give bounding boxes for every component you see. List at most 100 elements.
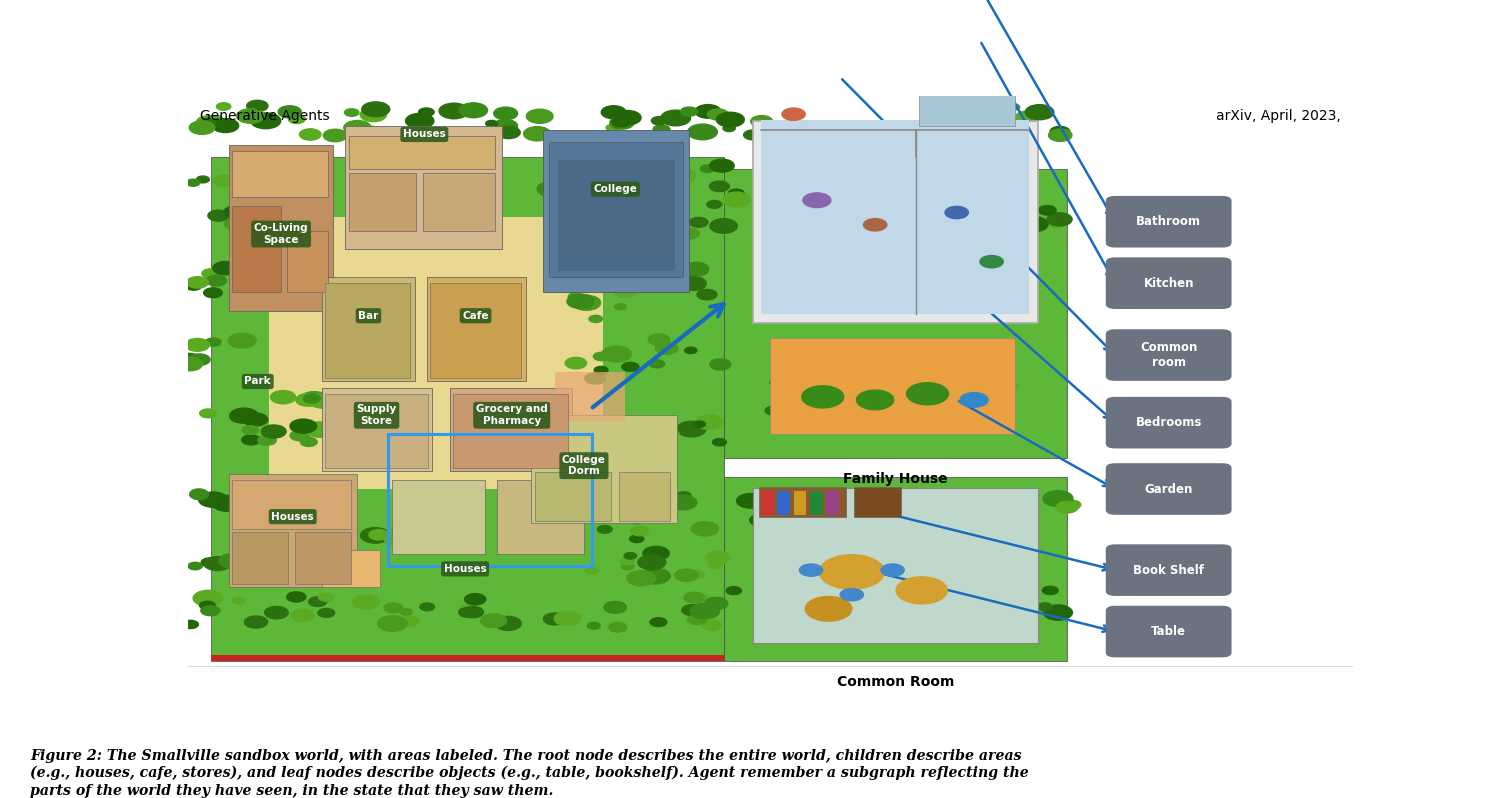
Circle shape: [684, 264, 708, 277]
FancyBboxPatch shape: [761, 491, 774, 516]
Circle shape: [800, 564, 822, 576]
Circle shape: [516, 514, 534, 523]
Circle shape: [666, 267, 682, 276]
Circle shape: [782, 108, 806, 120]
Circle shape: [185, 338, 209, 351]
Circle shape: [204, 556, 230, 571]
Circle shape: [461, 606, 484, 618]
Circle shape: [507, 523, 537, 539]
Text: Houses: Houses: [443, 564, 487, 574]
FancyBboxPatch shape: [325, 393, 428, 468]
Circle shape: [846, 377, 873, 391]
Circle shape: [648, 480, 673, 494]
Circle shape: [758, 193, 776, 203]
FancyBboxPatch shape: [322, 388, 433, 471]
Circle shape: [824, 69, 857, 86]
FancyBboxPatch shape: [349, 172, 416, 231]
Circle shape: [803, 193, 831, 207]
Circle shape: [655, 342, 678, 354]
Circle shape: [1048, 213, 1072, 226]
Text: Figure 2: The Smallville sandbox world, with areas labeled. The root node descri: Figure 2: The Smallville sandbox world, …: [30, 749, 1022, 763]
Circle shape: [691, 522, 718, 536]
Circle shape: [555, 527, 571, 535]
Circle shape: [188, 354, 210, 365]
Circle shape: [756, 607, 774, 617]
Circle shape: [771, 50, 804, 68]
Circle shape: [664, 206, 684, 216]
Circle shape: [840, 589, 863, 601]
Circle shape: [544, 613, 565, 625]
Circle shape: [394, 514, 407, 521]
Circle shape: [613, 286, 636, 298]
Circle shape: [213, 176, 234, 187]
FancyBboxPatch shape: [349, 136, 496, 169]
Circle shape: [720, 30, 735, 38]
Circle shape: [705, 551, 730, 564]
FancyBboxPatch shape: [761, 120, 1030, 314]
Circle shape: [344, 120, 371, 135]
Circle shape: [485, 120, 497, 127]
Circle shape: [189, 489, 207, 498]
Text: Houses: Houses: [272, 512, 314, 522]
Circle shape: [249, 200, 262, 207]
Circle shape: [206, 338, 221, 346]
Circle shape: [246, 101, 268, 112]
FancyBboxPatch shape: [543, 129, 688, 292]
Circle shape: [770, 377, 791, 388]
Circle shape: [621, 563, 634, 570]
Circle shape: [649, 360, 664, 368]
Text: Family House: Family House: [843, 472, 948, 486]
Circle shape: [819, 555, 884, 589]
Circle shape: [708, 109, 729, 120]
Circle shape: [1025, 208, 1039, 215]
FancyBboxPatch shape: [424, 172, 496, 231]
Circle shape: [736, 493, 765, 508]
Circle shape: [549, 529, 577, 544]
Circle shape: [230, 225, 248, 235]
Circle shape: [289, 115, 305, 124]
FancyBboxPatch shape: [228, 145, 334, 311]
Circle shape: [864, 219, 887, 231]
FancyBboxPatch shape: [322, 551, 380, 587]
Circle shape: [649, 488, 661, 495]
Text: Common
room: Common room: [1139, 341, 1198, 369]
FancyBboxPatch shape: [322, 277, 415, 381]
Circle shape: [729, 189, 744, 197]
Circle shape: [213, 262, 237, 275]
Circle shape: [212, 119, 239, 132]
Circle shape: [499, 537, 511, 543]
Circle shape: [573, 250, 597, 263]
Circle shape: [319, 593, 334, 601]
Circle shape: [1057, 501, 1078, 513]
Circle shape: [362, 102, 389, 117]
Circle shape: [225, 559, 245, 570]
FancyBboxPatch shape: [827, 491, 839, 516]
Circle shape: [679, 277, 706, 290]
Circle shape: [481, 614, 507, 627]
Circle shape: [290, 419, 317, 433]
Circle shape: [630, 535, 643, 543]
Circle shape: [681, 107, 697, 116]
Circle shape: [797, 403, 810, 410]
Circle shape: [1054, 18, 1076, 30]
Circle shape: [458, 607, 478, 618]
Circle shape: [242, 425, 259, 434]
Circle shape: [1051, 126, 1070, 136]
Circle shape: [655, 342, 672, 352]
Circle shape: [565, 358, 586, 369]
Circle shape: [1043, 491, 1073, 507]
Circle shape: [243, 158, 259, 166]
Circle shape: [627, 571, 655, 586]
FancyBboxPatch shape: [759, 487, 846, 516]
Circle shape: [243, 413, 268, 426]
Text: Book Shelf: Book Shelf: [1133, 563, 1204, 577]
Text: (e.g., houses, cafe, stores), and leaf nodes describe objects (e.g., table, book: (e.g., houses, cafe, stores), and leaf n…: [30, 766, 1030, 780]
FancyBboxPatch shape: [549, 142, 682, 277]
Circle shape: [694, 105, 721, 118]
FancyBboxPatch shape: [454, 393, 568, 468]
Circle shape: [460, 604, 476, 612]
Text: Bathroom: Bathroom: [1136, 215, 1201, 228]
Circle shape: [497, 126, 520, 139]
Circle shape: [980, 255, 1004, 268]
Circle shape: [846, 407, 863, 416]
